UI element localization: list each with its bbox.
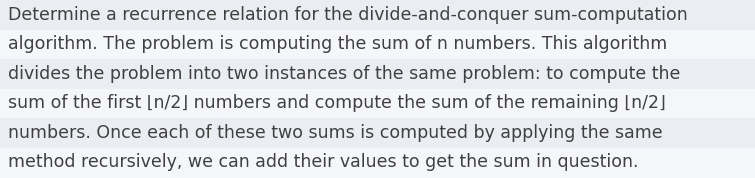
- Text: Determine a recurrence relation for the divide-and-conquer sum-computation: Determine a recurrence relation for the …: [8, 6, 688, 24]
- Bar: [0, 0, 755, 30]
- Bar: [0, 88, 755, 118]
- Text: method recursively, we can add their values to get the sum in question.: method recursively, we can add their val…: [8, 153, 639, 171]
- Text: sum of the first ⌊n/2⌋ numbers and compute the sum of the remaining ⌊n/2⌋: sum of the first ⌊n/2⌋ numbers and compu…: [8, 94, 666, 112]
- Bar: [0, 30, 755, 59]
- Text: numbers. Once each of these two sums is computed by applying the same: numbers. Once each of these two sums is …: [8, 124, 663, 142]
- Text: algorithm. The problem is computing the sum of n numbers. This algorithm: algorithm. The problem is computing the …: [8, 35, 667, 53]
- Bar: [0, 59, 755, 88]
- Bar: [0, 118, 755, 148]
- Bar: [0, 148, 755, 177]
- Text: divides the problem into two instances of the same problem: to compute the: divides the problem into two instances o…: [8, 65, 680, 83]
